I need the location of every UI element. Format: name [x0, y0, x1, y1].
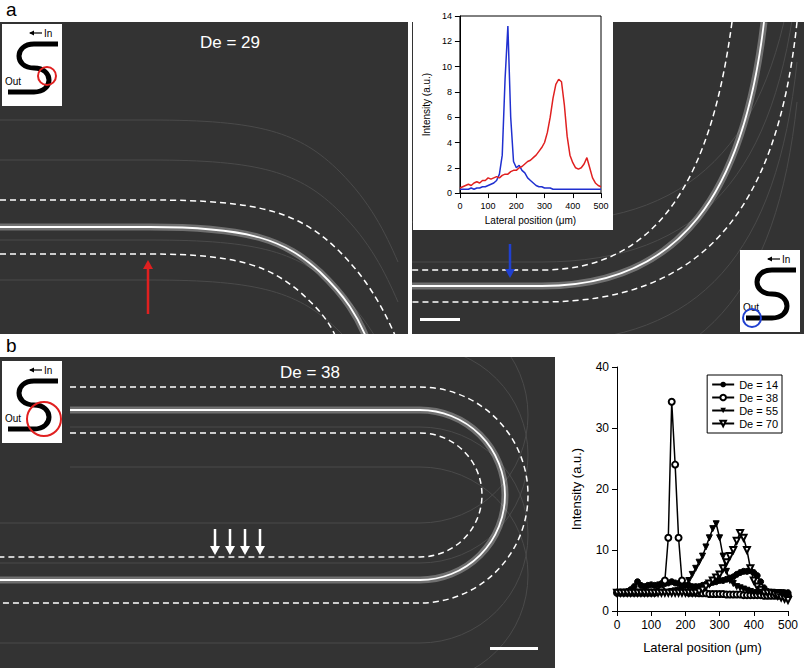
svg-text:Intensity (a.u.): Intensity (a.u.) — [421, 73, 432, 136]
svg-text:14: 14 — [442, 11, 452, 21]
svg-text:300: 300 — [537, 201, 552, 211]
svg-text:10: 10 — [596, 543, 610, 557]
svg-text:300: 300 — [710, 618, 730, 632]
svg-text:8: 8 — [447, 87, 452, 97]
svg-text:Intensity (a.u.): Intensity (a.u.) — [569, 448, 584, 530]
svg-text:0: 0 — [457, 201, 462, 211]
svg-text:400: 400 — [744, 618, 764, 632]
svg-text:De = 55: De = 55 — [739, 405, 778, 417]
svg-text:2: 2 — [447, 163, 452, 173]
svg-text:12: 12 — [442, 36, 452, 46]
svg-text:500: 500 — [593, 201, 608, 211]
svg-text:b: b — [6, 335, 17, 356]
svg-text:200: 200 — [675, 618, 695, 632]
svg-text:De = 29: De = 29 — [200, 33, 260, 52]
svg-text:In: In — [44, 28, 52, 39]
svg-text:a: a — [6, 0, 17, 20]
svg-text:De = 38: De = 38 — [739, 392, 778, 404]
svg-text:In: In — [782, 254, 790, 265]
svg-text:4: 4 — [447, 138, 452, 148]
svg-text:30: 30 — [596, 421, 610, 435]
svg-text:500: 500 — [778, 618, 798, 632]
svg-text:0: 0 — [447, 188, 452, 198]
svg-text:In: In — [44, 365, 52, 376]
svg-text:Lateral position (μm): Lateral position (μm) — [485, 215, 576, 226]
svg-text:Out: Out — [5, 76, 21, 87]
svg-text:De = 70: De = 70 — [739, 418, 778, 430]
svg-text:20: 20 — [596, 482, 610, 496]
svg-text:40: 40 — [596, 360, 610, 374]
svg-text:De = 14: De = 14 — [739, 379, 778, 391]
svg-text:Out: Out — [5, 413, 21, 424]
svg-text:0: 0 — [602, 604, 609, 618]
svg-text:Lateral position (μm): Lateral position (μm) — [643, 640, 762, 655]
svg-text:6: 6 — [447, 112, 452, 122]
svg-text:De = 38: De = 38 — [280, 363, 340, 382]
svg-text:400: 400 — [565, 201, 580, 211]
svg-text:0: 0 — [614, 618, 621, 632]
svg-text:10: 10 — [442, 62, 452, 72]
svg-text:Out: Out — [743, 302, 760, 313]
svg-text:100: 100 — [481, 201, 496, 211]
svg-text:100: 100 — [641, 618, 661, 632]
svg-text:200: 200 — [509, 201, 524, 211]
